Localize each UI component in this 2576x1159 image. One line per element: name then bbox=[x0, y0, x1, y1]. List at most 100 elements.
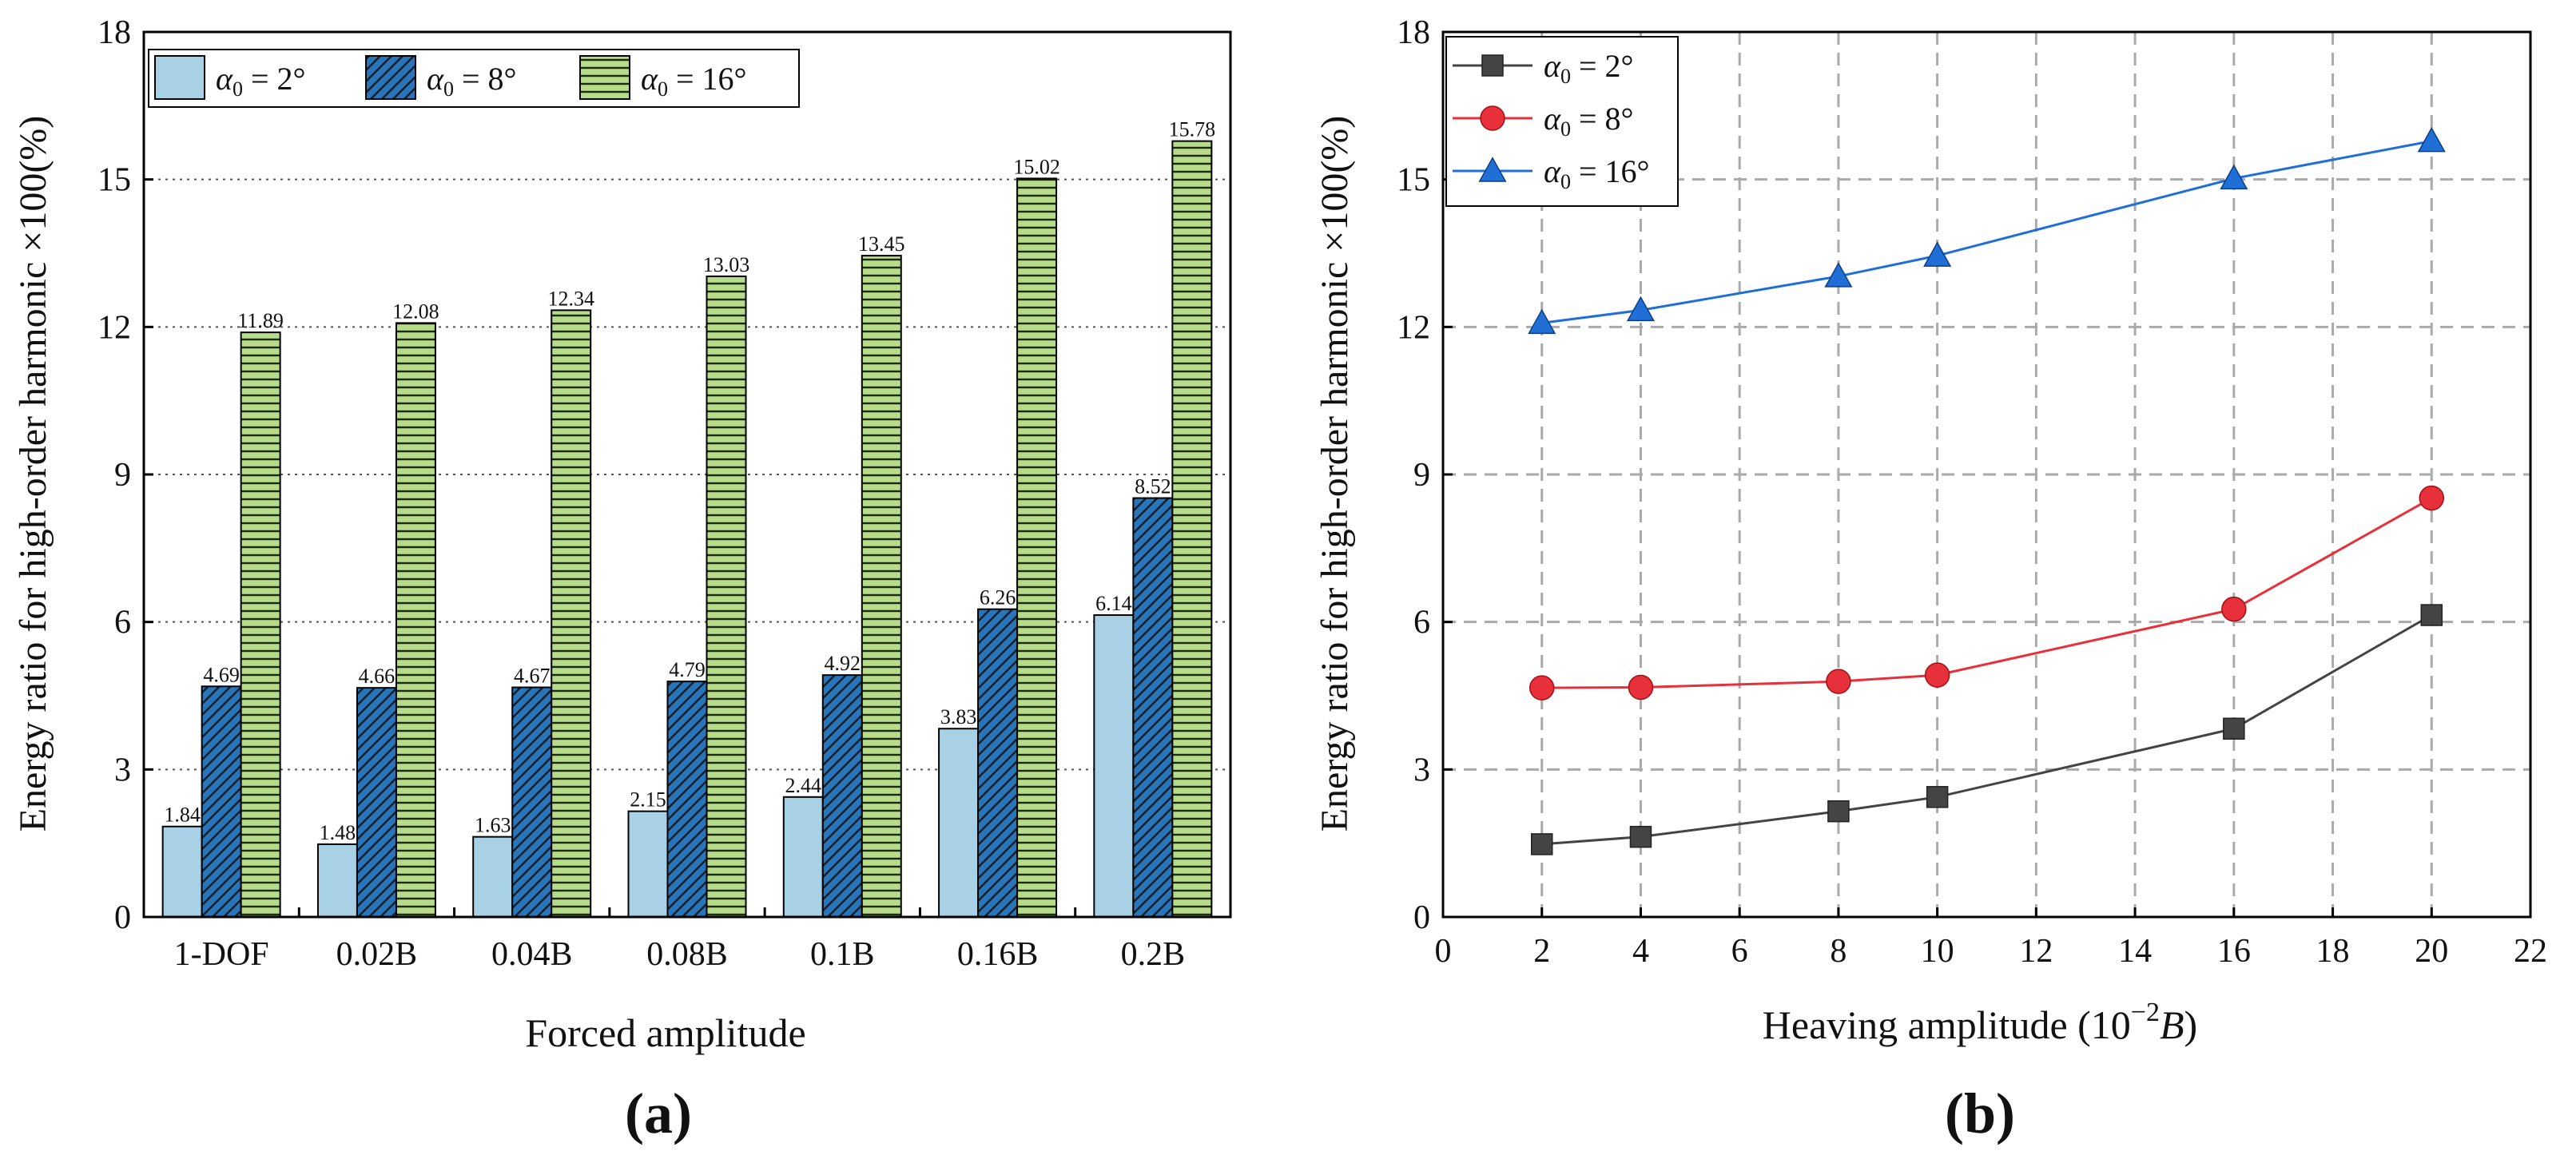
data-point-marker bbox=[1530, 833, 1553, 855]
x-tick-label: 0.2B bbox=[1121, 936, 1186, 973]
bar bbox=[938, 728, 980, 919]
bar-value-label: 15.02 bbox=[1013, 155, 1060, 178]
bar-value-label: 1.63 bbox=[475, 814, 511, 837]
series-lines bbox=[1541, 140, 2433, 846]
y-tick-label: 3 bbox=[114, 752, 131, 788]
y-tick-label: 18 bbox=[97, 14, 131, 51]
legend-label: α0 = 8° bbox=[427, 61, 517, 101]
legend-label-symbol: α bbox=[1544, 48, 1561, 84]
bar-value-label: 6.14 bbox=[1095, 592, 1132, 615]
series-line bbox=[1541, 140, 2432, 324]
x-tick-label: 1-DOF bbox=[174, 936, 269, 973]
legend-swatch bbox=[579, 55, 630, 100]
series-markers bbox=[1528, 126, 2446, 855]
legend-label-symbol: α bbox=[641, 61, 658, 97]
legend-label-text: = 16° bbox=[668, 61, 747, 97]
data-point-marker bbox=[1826, 669, 1851, 694]
legend-label-subscript: 0 bbox=[443, 77, 454, 101]
bar bbox=[551, 309, 592, 919]
y-tick-label: 9 bbox=[1413, 457, 1430, 494]
bar-value-label: 4.79 bbox=[669, 658, 706, 681]
bar bbox=[666, 681, 708, 918]
bar-value-label: 1.84 bbox=[164, 804, 201, 827]
legend-label: α0 = 2° bbox=[1544, 48, 1634, 88]
x-axis-title: Forced amplitude bbox=[525, 1010, 805, 1055]
x-tick-label: 20 bbox=[2415, 933, 2448, 970]
legend-label-subscript: 0 bbox=[233, 77, 243, 101]
x-axis-title-exponent: −2 bbox=[2131, 998, 2160, 1027]
legend-label-text: = 8° bbox=[1571, 101, 1634, 137]
bar-value-label: 3.83 bbox=[940, 705, 977, 728]
x-tick-label: 0.1B bbox=[810, 936, 875, 973]
bar-value-label: 12.08 bbox=[392, 300, 439, 323]
y-axis-ticks: 0 3 6 9 12 15 18 bbox=[97, 14, 153, 936]
y-tick-label: 18 bbox=[1397, 14, 1430, 51]
legend-label: α0 = 16° bbox=[1544, 153, 1650, 193]
y-tick-label: 0 bbox=[114, 899, 131, 936]
data-point-marker bbox=[1824, 262, 1853, 288]
x-tick-label: 8 bbox=[1830, 933, 1847, 970]
legend-label: α0 = 16° bbox=[641, 61, 747, 101]
legend-label-symbol: α bbox=[1544, 101, 1561, 137]
x-tick-label: 2 bbox=[1533, 933, 1550, 970]
x-tick-label: 0.16B bbox=[957, 936, 1039, 973]
bar bbox=[240, 331, 281, 918]
y-axis-title: Energy ratio for high-order harmonic ×10… bbox=[12, 116, 54, 832]
bar-value-label: 4.92 bbox=[825, 652, 861, 675]
y-tick-label: 6 bbox=[1413, 605, 1430, 641]
data-point-marker bbox=[1528, 308, 1556, 335]
data-point-marker bbox=[2419, 485, 2445, 511]
bar-value-label: 4.67 bbox=[514, 665, 551, 688]
x-tick-label: 0.02B bbox=[336, 936, 418, 973]
x-tick-label: 16 bbox=[2217, 933, 2251, 970]
legend-swatch bbox=[154, 55, 205, 100]
x-tick-label: 10 bbox=[1921, 933, 1954, 970]
y-tick-label: 6 bbox=[114, 605, 131, 641]
x-tick-label: 0 bbox=[1435, 933, 1452, 970]
bar bbox=[511, 686, 553, 919]
panel-label: (a) bbox=[625, 1082, 692, 1145]
bar bbox=[472, 836, 514, 918]
bar-value-label: 11.89 bbox=[237, 309, 284, 332]
data-point-marker bbox=[1478, 157, 1507, 182]
bar bbox=[356, 687, 397, 918]
legend-label-symbol: α bbox=[427, 61, 444, 97]
bar bbox=[1171, 140, 1213, 919]
legend-label-text: = 16° bbox=[1571, 153, 1650, 189]
bar-value-label: 8.52 bbox=[1135, 475, 1171, 498]
x-axis-title-close: ) bbox=[2184, 1002, 2198, 1047]
bar bbox=[161, 825, 203, 919]
data-point-marker bbox=[1626, 296, 1655, 322]
bar-value-label: 6.26 bbox=[980, 586, 1016, 609]
legend-swatch bbox=[365, 55, 416, 100]
bar-value-label: 4.69 bbox=[203, 663, 240, 686]
data-point-marker bbox=[1926, 786, 1949, 808]
legend-label-subscript: 0 bbox=[1560, 170, 1571, 193]
data-point-marker bbox=[1827, 800, 1850, 823]
legend-label: α0 = 2° bbox=[216, 61, 306, 101]
y-tick-label: 15 bbox=[97, 162, 131, 199]
legend-label-text: = 2° bbox=[1571, 48, 1634, 84]
x-tick-label: 0.08B bbox=[646, 936, 728, 973]
y-tick-label: 12 bbox=[97, 309, 131, 346]
bar bbox=[1132, 497, 1174, 918]
legend-label-subscript: 0 bbox=[1560, 65, 1571, 88]
bar-value-label: 4.66 bbox=[359, 665, 396, 688]
legend-label-subscript: 0 bbox=[1560, 117, 1571, 141]
bar-chart-panel: 1.84 4.69 11.89 1.48 4.66 12.08 1.63 4.67 12.34 2… bbox=[12, 14, 1232, 1145]
x-tick-label: 14 bbox=[2118, 933, 2152, 970]
legend-label-symbol: α bbox=[216, 61, 233, 97]
bar bbox=[316, 843, 358, 919]
bar bbox=[1016, 177, 1058, 919]
y-axis-ticks: 0 3 6 9 12 15 18 bbox=[1397, 14, 1453, 936]
data-point-marker bbox=[1924, 662, 1950, 688]
legend-label-subscript: 0 bbox=[658, 77, 668, 101]
y-tick-label: 12 bbox=[1397, 309, 1430, 346]
legend-label-symbol: α bbox=[1544, 153, 1561, 189]
x-tick-label: 4 bbox=[1632, 933, 1649, 970]
bar bbox=[782, 796, 824, 918]
series-line bbox=[1541, 613, 2433, 846]
bar bbox=[821, 674, 863, 918]
bar bbox=[1093, 614, 1135, 918]
